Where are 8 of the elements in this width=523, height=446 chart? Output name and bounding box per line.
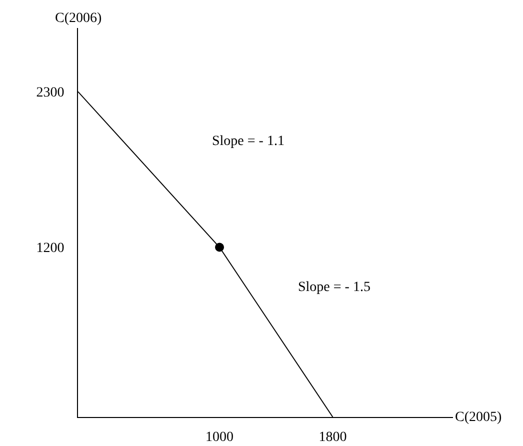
annotation: Slope = - 1.1 [212, 134, 284, 149]
annotation: Slope = - 1.5 [298, 280, 370, 295]
x-tick-label: 1000 [206, 430, 234, 445]
y-tick-label: 1200 [36, 241, 64, 256]
y-axis-title: C(2006) [55, 11, 102, 26]
x-axis-title: C(2005) [455, 410, 502, 425]
y-tick-label: 2300 [36, 86, 64, 101]
x-tick-label: 1800 [318, 430, 347, 445]
